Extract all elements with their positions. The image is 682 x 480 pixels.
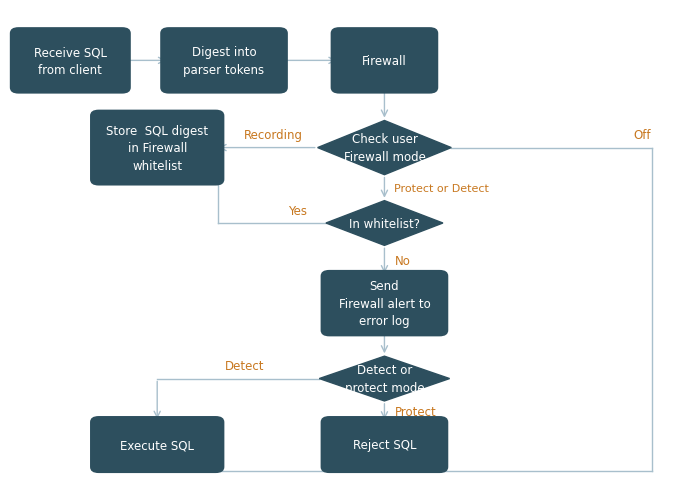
FancyBboxPatch shape bbox=[321, 416, 448, 473]
FancyBboxPatch shape bbox=[90, 110, 224, 186]
FancyBboxPatch shape bbox=[321, 270, 448, 336]
Text: No: No bbox=[394, 255, 411, 268]
Text: Firewall: Firewall bbox=[362, 55, 407, 68]
Polygon shape bbox=[318, 121, 451, 175]
Text: Detect or
protect mode: Detect or protect mode bbox=[344, 363, 424, 394]
Text: Recording: Recording bbox=[244, 129, 303, 142]
FancyBboxPatch shape bbox=[160, 28, 288, 95]
Text: Protect: Protect bbox=[394, 405, 436, 418]
Text: Receive SQL
from client: Receive SQL from client bbox=[34, 46, 107, 76]
Polygon shape bbox=[326, 201, 443, 246]
Text: Off: Off bbox=[633, 129, 651, 142]
FancyBboxPatch shape bbox=[90, 416, 224, 473]
Text: Check user
Firewall mode: Check user Firewall mode bbox=[344, 133, 426, 164]
Text: Store  SQL digest
in Firewall
whitelist: Store SQL digest in Firewall whitelist bbox=[106, 124, 208, 172]
Polygon shape bbox=[319, 357, 449, 401]
Text: Protect or Detect: Protect or Detect bbox=[394, 183, 490, 193]
Text: Detect: Detect bbox=[225, 360, 265, 372]
Text: Yes: Yes bbox=[288, 204, 307, 217]
FancyBboxPatch shape bbox=[331, 28, 439, 95]
FancyBboxPatch shape bbox=[10, 28, 131, 95]
Text: Send
Firewall alert to
error log: Send Firewall alert to error log bbox=[338, 279, 430, 327]
Text: In whitelist?: In whitelist? bbox=[349, 217, 420, 230]
Text: Digest into
parser tokens: Digest into parser tokens bbox=[183, 46, 265, 76]
Text: Reject SQL: Reject SQL bbox=[353, 438, 416, 451]
Text: Execute SQL: Execute SQL bbox=[120, 438, 194, 451]
